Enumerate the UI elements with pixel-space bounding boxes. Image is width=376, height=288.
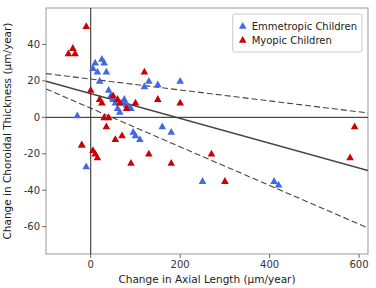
legend: Emmetropic Children Myopic Children — [233, 14, 362, 52]
tick-mark — [269, 254, 270, 258]
point — [176, 99, 184, 106]
point — [105, 113, 113, 120]
point — [91, 59, 99, 66]
point — [118, 132, 126, 139]
background — [0, 0, 376, 288]
point — [116, 99, 124, 106]
tick-mark — [42, 44, 46, 45]
point — [87, 86, 95, 93]
point — [69, 44, 77, 51]
point — [167, 128, 175, 135]
point — [82, 163, 90, 170]
legend-swatch — [239, 22, 247, 29]
tick-label: 0 — [34, 112, 40, 123]
point — [96, 77, 104, 84]
confidence-line — [46, 74, 368, 113]
point — [100, 59, 108, 66]
point — [141, 68, 149, 75]
point — [208, 150, 216, 157]
point — [132, 132, 140, 139]
zero-line — [90, 8, 91, 254]
point — [78, 141, 86, 148]
tick-mark — [359, 254, 360, 258]
tick-mark — [180, 254, 181, 258]
point — [109, 91, 117, 98]
legend-swatch — [239, 36, 247, 43]
point — [116, 108, 124, 115]
point — [127, 159, 135, 166]
legend-label: Myopic Children — [252, 35, 332, 46]
point — [105, 86, 113, 93]
point — [176, 77, 184, 84]
point — [94, 68, 102, 75]
tick-mark — [42, 117, 46, 118]
point — [351, 122, 359, 129]
point — [82, 22, 90, 29]
tick-mark — [42, 226, 46, 227]
point — [199, 177, 207, 184]
point — [221, 177, 229, 184]
point — [103, 122, 111, 129]
tick-label: 0 — [88, 259, 94, 270]
point — [145, 77, 153, 84]
tick-mark — [42, 80, 46, 81]
tick-label: 600 — [350, 259, 369, 270]
tick-label: -20 — [24, 148, 40, 159]
point — [167, 159, 175, 166]
point — [132, 99, 140, 106]
point — [270, 177, 278, 184]
tick-mark — [42, 190, 46, 191]
zero-line — [46, 117, 368, 118]
point — [120, 95, 128, 102]
point — [136, 135, 144, 142]
chart: 0 200 400 600 -60 -40 -20 0 20 40 Change in Axial … — [0, 0, 376, 288]
legend-frame — [233, 14, 362, 52]
point — [154, 95, 162, 102]
point — [154, 81, 162, 88]
point — [71, 50, 79, 57]
tick-label: 400 — [260, 259, 279, 270]
tick-mark — [42, 153, 46, 154]
confidence-line — [46, 89, 368, 228]
legend-label: Emmetropic Children — [252, 21, 357, 32]
point — [112, 135, 120, 142]
x-axis-label: Change in Axial Length (μm/year) — [118, 273, 295, 285]
tick-mark — [90, 254, 91, 258]
point — [145, 150, 153, 157]
y-axis-label: Change in Choroidal Thickness (μm/year) — [1, 23, 13, 240]
plot-frame — [46, 8, 368, 254]
tick-label: 200 — [171, 259, 190, 270]
plot-area — [46, 8, 368, 254]
point — [103, 68, 111, 75]
tick-label: 40 — [27, 39, 40, 50]
regression-line — [46, 81, 368, 170]
point — [346, 153, 354, 160]
point — [74, 112, 82, 119]
point — [98, 99, 106, 106]
point — [123, 104, 131, 111]
point — [158, 122, 166, 129]
point — [78, 141, 86, 148]
tick-label: 20 — [27, 75, 40, 86]
point — [275, 181, 283, 188]
tick-label: -40 — [24, 185, 40, 196]
point — [94, 153, 102, 160]
tick-label: -60 — [24, 221, 40, 232]
